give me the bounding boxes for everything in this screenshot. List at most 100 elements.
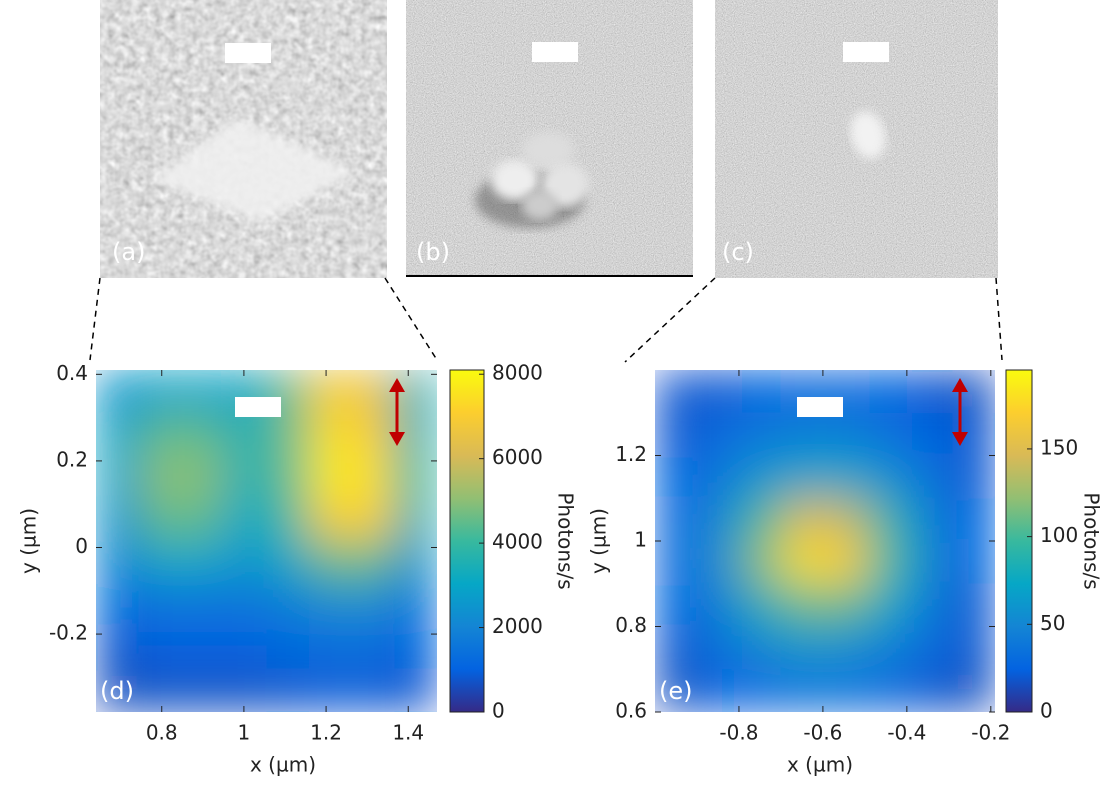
heatmap-area — [96, 370, 438, 713]
panel-label: (c) — [722, 238, 754, 266]
panel-label: (a) — [112, 238, 145, 266]
x-tick-label: -0.6 — [803, 721, 842, 745]
heatmap-cell — [825, 498, 868, 541]
x-tick-label: 1 — [238, 721, 251, 745]
y-tick-label: 0.6 — [615, 699, 647, 723]
heatmap-cell — [740, 413, 783, 456]
heatmap-cell — [139, 669, 182, 712]
heatmap-cell — [825, 413, 868, 456]
heatmap-cell — [698, 627, 741, 670]
y-axis-label: y (µm) — [17, 508, 41, 574]
heatmap-cell — [139, 413, 182, 456]
heatmap-cell — [181, 669, 224, 712]
heatmap-chart: (e)-0.8-0.6-0.4-0.20.60.811.2x (µm)y (µm… — [587, 370, 1102, 777]
heatmap-cell — [825, 669, 868, 712]
heatmap-cell — [224, 456, 267, 499]
heatmap-cell — [953, 456, 996, 499]
heatmap-cell — [698, 413, 741, 456]
heatmap-cell — [783, 627, 826, 670]
colorbar-label: Photons/s — [554, 492, 578, 589]
heatmap-cell — [309, 413, 352, 456]
heatmap-cell — [96, 456, 139, 499]
heatmap-cell — [224, 669, 267, 712]
heatmap-cell — [910, 413, 953, 456]
heatmap-cell — [868, 498, 911, 541]
heatmap-cell — [139, 541, 182, 584]
heatmap-cell — [655, 498, 698, 541]
heatmap-cell — [309, 627, 352, 670]
heatmap-cell — [352, 627, 395, 670]
heatmap-cell — [825, 541, 868, 584]
colorbar-tick-label: 0 — [1040, 699, 1053, 723]
y-tick-label: 0.8 — [615, 613, 647, 637]
heatmap-cell — [352, 541, 395, 584]
heatmap-cell — [224, 413, 267, 456]
heatmap-cell — [953, 541, 996, 584]
x-tick-label: 1.4 — [392, 721, 424, 745]
x-tick-label: 1.2 — [310, 721, 342, 745]
heatmap-cells — [655, 370, 996, 713]
heatmap-cell — [181, 541, 224, 584]
heatmap-cell — [267, 627, 310, 670]
heatmap-cell — [698, 456, 741, 499]
sem-image-c: (c) — [715, 0, 998, 278]
heatmap-cell — [181, 498, 224, 541]
heatmap-cell — [181, 627, 224, 670]
heatmap-cell — [740, 584, 783, 627]
heatmap-cell — [224, 498, 267, 541]
colorbar-tick-label: 4000 — [492, 530, 543, 554]
heatmap-area — [655, 370, 996, 713]
x-tick-label: 0.8 — [146, 721, 178, 745]
heatmap-cell — [96, 370, 139, 413]
colorbar-label: Photons/s — [1080, 492, 1102, 589]
heatmap-cell — [224, 584, 267, 627]
heatmap-cell — [309, 498, 352, 541]
heatmap-cell — [655, 370, 698, 413]
heatmap-cell — [783, 584, 826, 627]
colorbar-tick-label: 150 — [1040, 435, 1078, 459]
heatmap-cell — [868, 584, 911, 627]
heatmap-cell — [698, 541, 741, 584]
scale-bar — [797, 397, 843, 417]
heatmap-cell — [825, 627, 868, 670]
heatmap-cell — [394, 669, 437, 712]
heatmap-cell — [224, 541, 267, 584]
heatmap-cell — [394, 584, 437, 627]
heatmap-cell — [910, 627, 953, 670]
heatmap-cell — [740, 498, 783, 541]
heatmap-cell — [181, 584, 224, 627]
heatmap-cell — [352, 669, 395, 712]
heatmap-cell — [267, 498, 310, 541]
heatmap-cell — [309, 584, 352, 627]
heatmap-cell — [740, 541, 783, 584]
heatmap-cell — [783, 541, 826, 584]
heatmap-cell — [96, 627, 139, 670]
sem-image-b: (b) — [406, 0, 693, 276]
heatmap-cell — [309, 541, 352, 584]
y-tick-label: 0.4 — [56, 361, 88, 385]
heatmap-cell — [698, 584, 741, 627]
heatmap-cell — [740, 669, 783, 712]
heatmap-cell — [910, 541, 953, 584]
heatmap-cell — [868, 456, 911, 499]
heatmap-cell — [139, 370, 182, 413]
colorbar-tick-label: 2000 — [492, 614, 543, 638]
heatmap-cell — [181, 413, 224, 456]
heatmap-cell — [139, 627, 182, 670]
heatmap-cell — [352, 413, 395, 456]
heatmap-cell — [953, 584, 996, 627]
panel-label: (e) — [659, 677, 693, 705]
heatmap-cell — [868, 370, 911, 413]
heatmap-cell — [96, 584, 139, 627]
heatmap-cell — [868, 541, 911, 584]
panel-label: (b) — [416, 238, 450, 266]
heatmap-cell — [352, 498, 395, 541]
heatmap-cell — [825, 456, 868, 499]
colorbar-tick-label: 50 — [1040, 611, 1065, 635]
heatmap-cell — [783, 413, 826, 456]
heatmap-cell — [698, 370, 741, 413]
heatmap-cell — [783, 498, 826, 541]
heatmap-cell — [309, 370, 352, 413]
